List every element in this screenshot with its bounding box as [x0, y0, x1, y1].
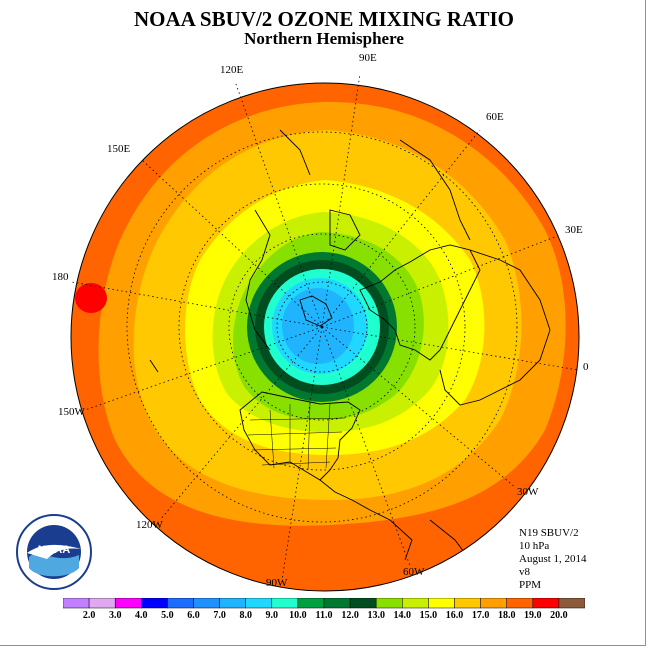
colorbar-label: 13.0 [367, 610, 385, 621]
colorbar-swatch [245, 598, 273, 609]
colorbar-swatch [88, 598, 116, 609]
colorbar-label: 12.0 [341, 610, 359, 621]
colorbar-label: 17.0 [471, 610, 490, 621]
hotspot-180 [75, 283, 107, 313]
colorbar-label: 9.0 [265, 610, 279, 621]
colorbar-swatch [349, 598, 377, 609]
info-date: August 1, 2014 [519, 553, 587, 565]
lon-label-120w: 120W [136, 519, 164, 531]
colorbar-label: 15.0 [419, 610, 438, 621]
colorbar-swatch [506, 598, 534, 609]
map-title: NOAA SBUV/2 OZONE MIXING RATIO [134, 7, 514, 31]
colorbar-label: 20.0 [550, 610, 568, 621]
colorbar-swatch [532, 598, 560, 609]
longitude-labels: 120E 90E 60E 150E 30E 180 0 150W 30W 120… [52, 52, 589, 589]
colorbar-label: 10.0 [289, 610, 307, 621]
lon-label-90e: 90E [359, 52, 377, 64]
info-units: PPM [519, 579, 542, 591]
colorbar-swatch [323, 598, 351, 609]
colorbar [63, 598, 585, 609]
colorbar-swatch [402, 598, 429, 609]
colorbar-label: 6.0 [187, 610, 200, 621]
colorbar-label: 18.0 [497, 610, 516, 621]
colorbar-label: 7.0 [213, 610, 226, 621]
lon-label-120e: 120E [220, 64, 244, 76]
colorbar-label: 14.0 [393, 610, 412, 621]
lon-label-60e: 60E [486, 111, 504, 123]
colorbar-swatch [193, 598, 220, 609]
colorbar-label: 5.0 [161, 610, 174, 621]
continent-outlines [149, 129, 551, 581]
logo-text: NOAA [38, 544, 70, 556]
ozone-field [71, 83, 579, 591]
colorbar-swatch [141, 598, 168, 609]
band-blue [282, 288, 354, 364]
info-satellite: N19 SBUV/2 [519, 527, 579, 539]
us-state-grid [247, 403, 346, 471]
lon-label-90w: 90W [266, 577, 288, 589]
colorbar-swatch [558, 598, 585, 609]
lon-label-180: 180 [52, 271, 69, 283]
noaa-logo: NOAA [15, 513, 93, 596]
lon-label-0: 0 [583, 361, 589, 373]
colorbar-swatch [167, 598, 194, 609]
colorbar-label: 4.0 [135, 610, 148, 621]
colorbar-label: 11.0 [315, 610, 333, 621]
graticule [71, 73, 579, 581]
lon-label-30e: 30E [565, 224, 583, 236]
colorbar-label: 3.0 [108, 610, 122, 621]
map-boundary [70, 82, 580, 592]
colorbar-swatch [428, 598, 455, 609]
lon-label-30w: 30W [517, 486, 539, 498]
colorbar-swatch [375, 598, 403, 609]
colorbar-swatch [271, 598, 299, 609]
info-version: v8 [519, 566, 530, 578]
colorbar-label: 2.0 [82, 610, 96, 621]
colorbar-label: 19.0 [524, 610, 542, 621]
info-level: 10 hPa [519, 540, 550, 552]
island-orange [509, 422, 527, 458]
colorbar-label: 8.0 [239, 610, 252, 621]
info-block: N19 SBUV/2 10 hPa August 1, 2014 v8 PPM [519, 527, 587, 592]
colorbar-swatch [114, 598, 142, 609]
colorbar-swatch [454, 598, 481, 609]
colorbar-swatch [297, 598, 325, 609]
map-subtitle: Northern Hemisphere [244, 29, 404, 48]
colorbar-swatch [63, 598, 90, 609]
lon-label-150w: 150W [58, 406, 86, 418]
lon-label-150e: 150E [107, 143, 131, 155]
lon-label-60w: 60W [403, 566, 425, 578]
colorbar-swatch [480, 598, 507, 609]
colorbar-swatch [219, 598, 246, 609]
colorbar-label: 16.0 [445, 610, 464, 621]
